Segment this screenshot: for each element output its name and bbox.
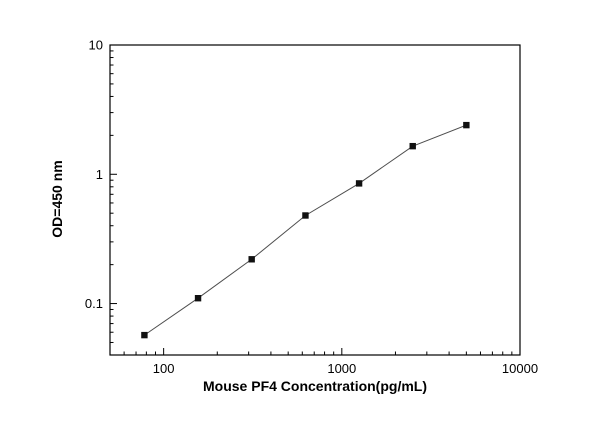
x-tick-label: 1000 bbox=[327, 361, 356, 376]
curve-line bbox=[144, 124, 467, 336]
y-tick-label: 1 bbox=[96, 167, 103, 182]
data-point-marker bbox=[302, 212, 309, 219]
data-point-marker bbox=[409, 142, 416, 150]
y-axis-label: OD=450 nm bbox=[49, 160, 65, 238]
y-tick-label: 10 bbox=[89, 38, 103, 53]
x-tick-label: 10000 bbox=[502, 361, 538, 376]
plot-frame bbox=[109, 44, 521, 356]
data-point-marker bbox=[355, 180, 363, 187]
x-tick-label: 100 bbox=[153, 361, 175, 376]
data-point-marker bbox=[141, 331, 148, 339]
x-axis-label: Mouse PF4 Concentration(pg/mL) bbox=[203, 378, 427, 394]
data-point-marker bbox=[248, 256, 255, 263]
y-tick-label: 0.1 bbox=[85, 296, 103, 311]
data-point-marker bbox=[463, 121, 470, 129]
data-point-marker bbox=[194, 295, 202, 302]
